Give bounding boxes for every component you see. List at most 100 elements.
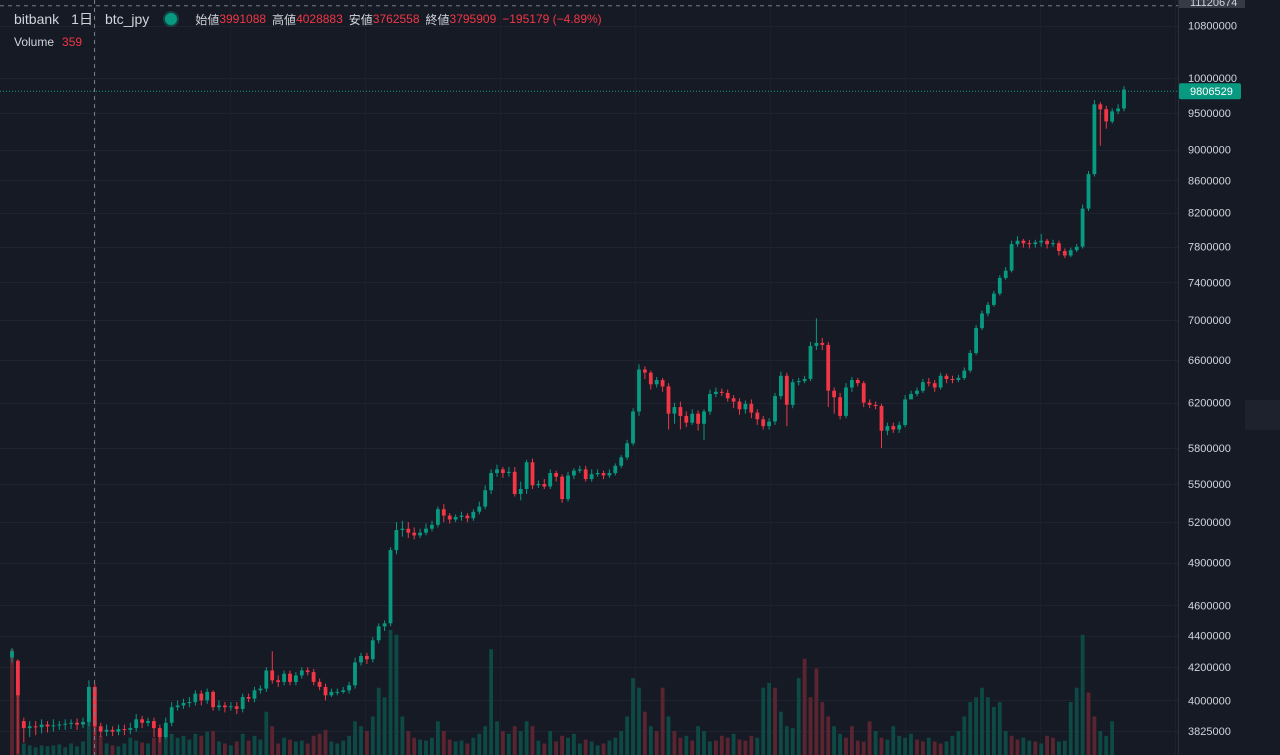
candle-body <box>879 406 884 431</box>
candle-body <box>903 399 907 425</box>
candle-body <box>299 670 304 676</box>
candle <box>654 376 659 388</box>
volume-bar <box>45 746 50 755</box>
candle <box>873 401 878 410</box>
candle <box>536 480 541 488</box>
candle-body <box>524 462 529 489</box>
candle-body <box>938 375 943 388</box>
exchange-name[interactable]: bitbank <box>14 11 60 27</box>
price-axis[interactable]: 10800000 10000000 9500000 9000000 8600000 820… <box>1178 0 1280 755</box>
volume-bar <box>613 737 618 755</box>
volume-bar <box>702 731 706 755</box>
candle <box>1003 267 1008 280</box>
volume-bar <box>743 740 748 755</box>
volume-bar <box>1098 731 1103 755</box>
candle <box>938 372 943 390</box>
volume-bar <box>666 716 671 755</box>
candle <box>1062 248 1067 259</box>
candle-body <box>548 473 553 487</box>
candle-body <box>637 369 641 412</box>
volume-bar <box>879 737 884 755</box>
candle-body <box>217 705 221 708</box>
candle-body <box>45 724 50 727</box>
candle-body <box>595 473 600 475</box>
candle <box>39 719 44 734</box>
price-tick-label: 6600000 <box>1188 355 1231 367</box>
crosshair-price-tag-bg <box>1179 0 1245 8</box>
candle-body <box>885 426 890 431</box>
candle-body <box>867 402 872 405</box>
candle <box>288 670 292 686</box>
candle-body <box>891 426 896 430</box>
candle <box>725 389 730 402</box>
candle <box>240 693 245 713</box>
volume-bar <box>566 737 570 755</box>
candle-body <box>27 726 32 729</box>
volume-bar <box>997 702 1002 755</box>
candle-body <box>1104 109 1109 122</box>
high-label: 高値 <box>272 12 297 27</box>
candle <box>134 714 139 732</box>
volume-bar <box>696 726 700 755</box>
candle <box>471 509 476 521</box>
volume-bar <box>530 726 535 755</box>
candle-body <box>1051 243 1055 245</box>
candle-body <box>684 415 689 423</box>
volume-bar <box>749 735 754 755</box>
volume-bar <box>974 697 978 755</box>
candle <box>601 470 606 480</box>
volume-bar <box>323 730 328 755</box>
volume-bar <box>790 728 795 755</box>
candle-body <box>104 729 109 732</box>
symbol-name[interactable]: btc_jpy <box>104 11 150 27</box>
candle-body <box>554 473 558 477</box>
candle <box>548 469 553 489</box>
candle <box>743 400 748 414</box>
candle-body <box>696 413 700 424</box>
volume-bar <box>152 737 156 755</box>
candle-body <box>956 377 961 380</box>
volume-bar <box>234 741 239 755</box>
candle-body <box>370 640 375 660</box>
candle-body <box>175 705 180 708</box>
candle-body <box>10 651 14 658</box>
price-tick-label: 7400000 <box>1188 278 1231 290</box>
candle-body <box>773 396 777 422</box>
volume-bar <box>767 682 771 755</box>
candle <box>75 718 79 730</box>
candle <box>69 719 73 729</box>
candle-body <box>530 462 535 486</box>
candle-body <box>974 328 978 353</box>
volume-bar <box>169 733 174 755</box>
price-tick-label: 8600000 <box>1188 175 1231 187</box>
candle <box>589 469 594 482</box>
candle <box>81 717 85 729</box>
candle-body <box>832 390 836 398</box>
candle <box>276 675 280 687</box>
candle-body <box>1009 244 1014 271</box>
candle <box>808 341 813 382</box>
volume-bar <box>773 687 777 755</box>
candle <box>453 514 458 523</box>
candle <box>956 374 961 383</box>
candle-body <box>382 623 387 627</box>
interval-label[interactable]: 1日 <box>71 11 93 27</box>
volume-bar <box>725 737 730 755</box>
volume-bar <box>140 742 144 755</box>
candle-body <box>560 476 564 500</box>
candle-body <box>672 407 677 414</box>
volume-bar <box>305 743 310 755</box>
candle-body <box>146 721 150 723</box>
candle-body <box>755 412 760 420</box>
candle-body <box>246 697 251 699</box>
candle-body <box>613 465 618 474</box>
volume-bar <box>418 739 422 755</box>
volume-bar <box>956 731 961 755</box>
volume-bar <box>453 741 458 755</box>
volume-bar <box>832 726 836 755</box>
volume-bar <box>1057 741 1061 755</box>
candle-body <box>820 342 825 345</box>
volume-bar <box>1009 735 1014 755</box>
